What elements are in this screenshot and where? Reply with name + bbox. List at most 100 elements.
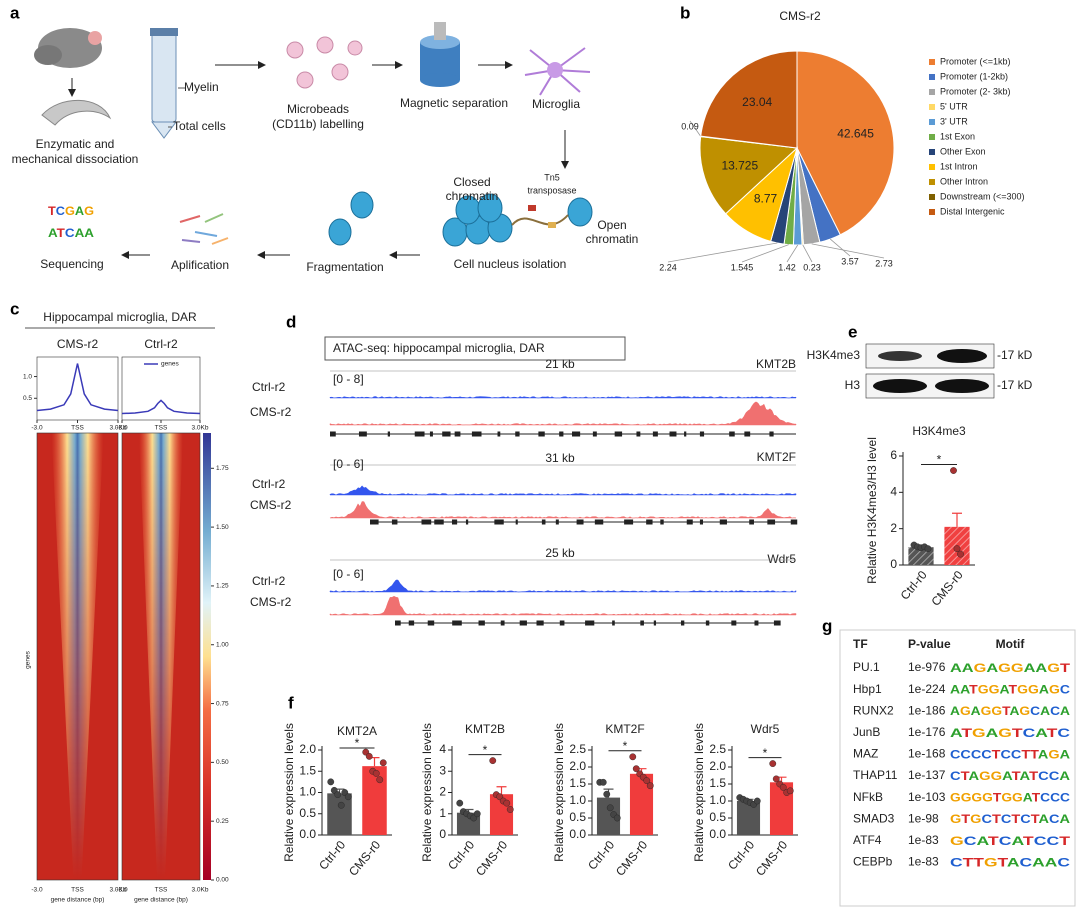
significance: *: [937, 453, 942, 467]
data-point: [599, 778, 607, 786]
legend-label: 1st Intron: [940, 161, 978, 171]
panel-label: g: [822, 616, 832, 635]
bar: [629, 773, 654, 835]
y-tick-label: 4: [890, 485, 897, 499]
p-value: 1e-83: [908, 833, 939, 847]
panel-label: c: [10, 299, 19, 318]
p-value: 1e-83: [908, 855, 939, 869]
colorbar-tick-label: 0.25: [216, 818, 229, 825]
x-tick-label: 3.0Kb: [110, 887, 127, 894]
data-point: [924, 545, 932, 553]
data-point: [786, 787, 794, 795]
y-tick-label: 0.5: [23, 395, 32, 402]
tf-name: JunB: [853, 725, 880, 739]
workflow-icons: [34, 22, 593, 259]
track-cms: [329, 401, 797, 426]
data-point: [779, 784, 787, 791]
y-tick-label: 3: [439, 763, 446, 777]
legend-swatch: [929, 134, 935, 140]
legend-label: Other Exon: [940, 146, 986, 156]
y-axis-label: Relative expression levels: [282, 723, 296, 862]
y-tick-label: 1.5: [569, 776, 586, 790]
exon: [414, 431, 425, 437]
data-label: 3.57: [841, 256, 859, 266]
exon: [754, 620, 759, 626]
exon: [790, 519, 798, 525]
band-size: -17 kD: [997, 348, 1033, 362]
exon: [646, 519, 653, 525]
pie-slice: [699, 136, 799, 215]
label: Enzymatic and: [36, 137, 115, 151]
tf-name: CEBPb: [853, 855, 893, 869]
exon: [494, 519, 504, 525]
x-tick-label: CMS-r0: [753, 838, 791, 879]
panel-label: d: [286, 312, 296, 331]
data-point: [473, 810, 481, 818]
tf-name: ATF4: [853, 833, 882, 847]
x-tick-label: -3.0: [116, 887, 128, 894]
tf-name: MAZ: [853, 747, 878, 761]
exon: [408, 620, 415, 626]
tf-name: PU.1: [853, 660, 880, 674]
exon: [612, 620, 615, 626]
exon: [769, 431, 774, 437]
motif-logo: GGGGTGGATCCC: [950, 791, 1070, 805]
data-point: [456, 799, 464, 807]
y-tick-label: 2.5: [709, 742, 726, 756]
exon: [452, 620, 462, 626]
exon: [515, 519, 518, 525]
legend-label: Downstream (<=300): [940, 191, 1025, 201]
exon: [497, 431, 501, 437]
x-tick-label: Ctrl-r0: [585, 838, 617, 873]
exon: [478, 620, 485, 626]
label: mechanical dissociation: [12, 152, 139, 166]
exon: [585, 620, 595, 626]
x-tick-label: -3.0: [31, 425, 43, 432]
data-label: 1.545: [731, 262, 754, 272]
data-point: [506, 806, 514, 813]
exon: [680, 620, 685, 626]
exon: [358, 431, 367, 437]
legend-label: 5' UTR: [940, 101, 968, 111]
exon: [729, 431, 735, 437]
p-value: 1e-186: [908, 703, 946, 717]
y-axis-label: genes: [25, 650, 32, 668]
data-point: [327, 778, 335, 786]
leader-line: [741, 244, 789, 263]
data-point: [646, 782, 654, 790]
table-frame: [839, 629, 1076, 907]
chart-title: CMS-r2: [779, 9, 821, 23]
colorbar-tick-label: 1.50: [216, 524, 229, 531]
data-label: 13.725: [721, 159, 758, 173]
exon: [515, 431, 520, 437]
data-label: 2.73: [875, 258, 893, 268]
label: Tn5: [544, 172, 560, 182]
chart-title: H3K4me3: [912, 424, 966, 438]
exon: [387, 431, 391, 437]
span-label: 21 kb: [545, 357, 575, 371]
legend-label: Other Intron: [940, 176, 988, 186]
p-value: 1e-168: [908, 747, 946, 761]
data-point: [603, 790, 611, 798]
chart-title: KMT2B: [465, 722, 505, 736]
leader-line: [802, 244, 813, 263]
exon: [391, 519, 398, 525]
exon: [559, 620, 565, 626]
band: [937, 349, 987, 363]
legend-label: Promoter (2- 3kb): [940, 86, 1011, 96]
band-name: H3: [845, 378, 861, 392]
y-axis-label: Relative expression levels: [420, 723, 434, 862]
column-title: CMS-r2: [57, 337, 99, 351]
heatmap-signal: [51, 433, 104, 880]
exon: [744, 431, 751, 437]
leader-line: [667, 242, 778, 263]
exon: [500, 620, 505, 626]
x-tick-label: CMS-r0: [928, 568, 966, 609]
exon: [660, 519, 664, 525]
label: Microbeads: [287, 102, 349, 116]
y-tick-label: 0.5: [709, 810, 726, 824]
exon: [699, 519, 704, 525]
exon: [555, 519, 559, 525]
table-header: TF: [853, 637, 868, 651]
